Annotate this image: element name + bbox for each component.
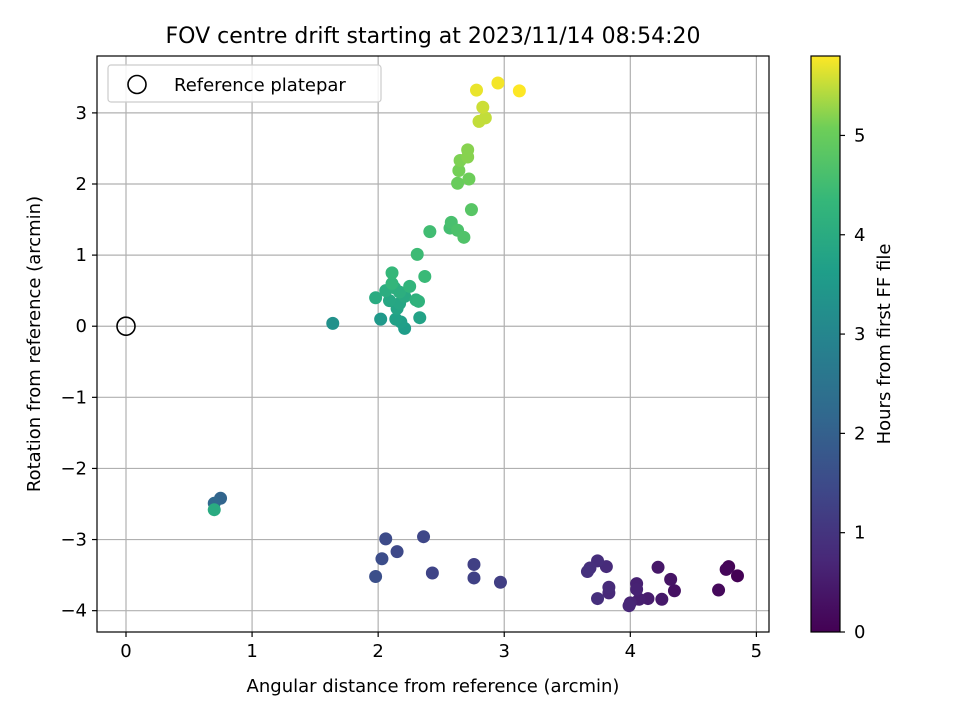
- x-axis-ticks: 0 1 2 3 4 5: [120, 632, 762, 662]
- x-axis-label: Angular distance from reference (arcmin): [247, 676, 620, 697]
- data-point: [667, 584, 681, 598]
- chart-title: FOV centre drift starting at 2023/11/14 …: [166, 24, 701, 49]
- data-point: [730, 569, 744, 583]
- plot-frame: [96, 55, 770, 633]
- data-point: [385, 277, 399, 291]
- data-point: [469, 83, 483, 97]
- y-tick-label: 3: [76, 103, 87, 124]
- colorbar-ticks: 0 1 2 3 4 5: [840, 125, 865, 643]
- data-point: [478, 111, 492, 125]
- data-point: [389, 312, 403, 326]
- x-tick-label: 5: [751, 641, 762, 662]
- legend: Reference platepar: [107, 64, 382, 103]
- x-tick-label: 2: [372, 641, 383, 662]
- data-point: [476, 100, 490, 114]
- colorbar: 0 1 2 3 4 5 Hours from first FF file: [810, 55, 895, 643]
- x-tick-label: 0: [120, 641, 131, 662]
- data-point: [393, 285, 407, 299]
- data-point: [326, 316, 340, 330]
- colorbar-label: Hours from first FF file: [874, 244, 895, 445]
- data-point: [383, 294, 397, 308]
- data-point: [622, 599, 636, 613]
- x-tick-label: 4: [625, 641, 636, 662]
- y-tick-label: −4: [60, 601, 87, 622]
- data-point: [418, 269, 432, 283]
- data-point: [467, 557, 481, 571]
- data-point: [491, 76, 505, 90]
- data-point: [452, 163, 466, 177]
- data-point: [369, 291, 383, 305]
- data-point: [451, 176, 465, 190]
- colorbar-tick-label: 3: [854, 324, 865, 345]
- data-point: [375, 552, 389, 566]
- data-point: [412, 294, 426, 308]
- y-tick-label: 1: [76, 245, 87, 266]
- x-tick-label: 1: [246, 641, 257, 662]
- data-point: [379, 532, 393, 546]
- data-point: [413, 311, 427, 325]
- data-point: [425, 566, 439, 580]
- data-point: [630, 582, 644, 596]
- data-point: [417, 530, 431, 544]
- grid-lines: [97, 56, 769, 632]
- colorbar-tick-label: 4: [854, 225, 865, 246]
- y-axis-ticks: −4 −3 −2 −1 0 1 2 3: [60, 103, 97, 622]
- y-tick-label: −1: [60, 387, 87, 408]
- data-point: [461, 143, 475, 157]
- legend-box: [107, 64, 382, 103]
- data-point: [374, 312, 388, 326]
- colorbar-tick-label: 5: [854, 125, 865, 146]
- data-point: [512, 84, 526, 98]
- legend-label: Reference platepar: [174, 75, 346, 96]
- scatter-points: [207, 76, 744, 613]
- data-point: [369, 570, 383, 584]
- data-point: [457, 230, 471, 244]
- y-tick-label: 0: [76, 316, 87, 337]
- data-point: [390, 545, 404, 559]
- data-point: [403, 279, 417, 293]
- data-point: [493, 575, 507, 589]
- colorbar-tick-label: 2: [854, 423, 865, 444]
- data-point: [385, 266, 399, 280]
- data-point: [464, 203, 478, 217]
- legend-marker: [127, 74, 147, 95]
- data-point: [602, 580, 616, 594]
- colorbar-gradient: [810, 55, 841, 633]
- y-axis-label: Rotation from reference (arcmin): [24, 196, 45, 492]
- colorbar-tick-label: 0: [854, 622, 865, 643]
- data-point: [664, 572, 678, 586]
- y-tick-label: 2: [76, 174, 87, 195]
- reference-platepar-marker: [116, 316, 136, 337]
- data-point: [655, 592, 669, 606]
- data-point: [580, 565, 594, 579]
- colorbar-tick-label: 1: [854, 523, 865, 544]
- data-point: [207, 503, 221, 517]
- data-point: [467, 571, 481, 585]
- data-point: [410, 247, 424, 261]
- data-point: [651, 560, 665, 574]
- data-point: [423, 225, 437, 239]
- data-point: [591, 592, 605, 606]
- data-point: [712, 583, 726, 597]
- data-point: [462, 172, 476, 186]
- data-point: [719, 562, 733, 576]
- y-tick-label: −2: [60, 458, 87, 479]
- y-tick-label: −3: [60, 530, 87, 551]
- x-tick-label: 3: [499, 641, 510, 662]
